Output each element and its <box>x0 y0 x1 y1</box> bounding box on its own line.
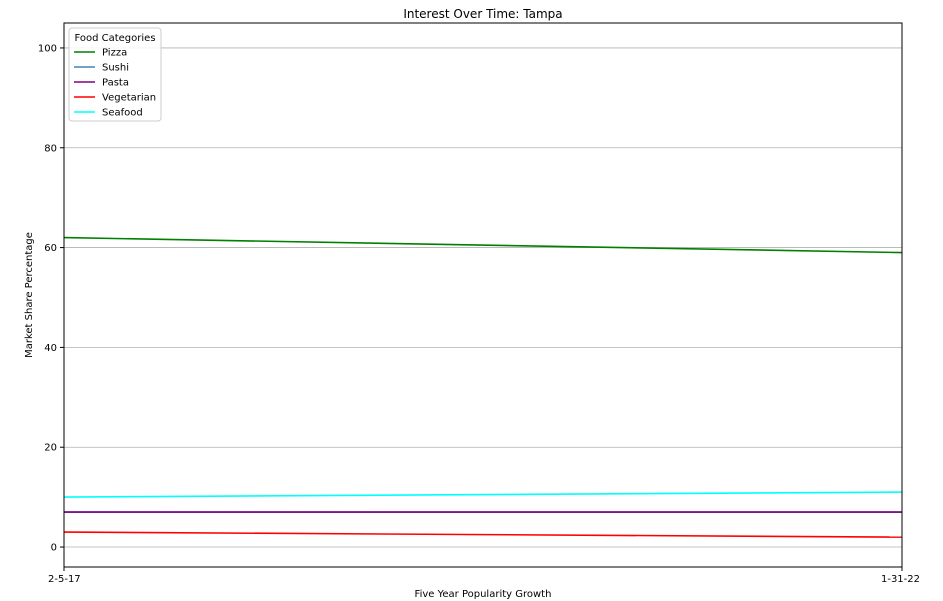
chart-title: Interest Over Time: Tampa <box>403 7 562 21</box>
grid-lines <box>64 47 902 548</box>
legend-entry: Seafood <box>102 108 143 119</box>
y-tick-label: 60 <box>44 243 57 254</box>
legend-entry: Pizza <box>102 48 127 59</box>
series-line-vegetarian <box>63 531 903 538</box>
plot-area <box>63 22 903 568</box>
series-lines <box>63 236 903 538</box>
y-tick-label: 80 <box>44 143 57 154</box>
legend-entry: Vegetarian <box>102 93 156 104</box>
x-tick-label: 1-31-22 <box>881 574 920 585</box>
y-tick-label: 0 <box>51 543 57 554</box>
legend-entry: Sushi <box>102 63 129 74</box>
y-axis-label: Market Share Percentage <box>24 232 35 358</box>
legend: Food Categories Pizza Sushi Pasta Vegetaria… <box>68 27 162 122</box>
x-tick-label: 2-5-17 <box>48 574 81 585</box>
y-tick-label: 100 <box>38 43 57 54</box>
y-tick-label: 40 <box>44 343 57 354</box>
y-tick-label: 20 <box>44 443 57 454</box>
x-axis: 2-5-17 1-31-22 <box>48 567 920 585</box>
series-line-pizza <box>63 236 903 254</box>
legend-title: Food Categories <box>74 33 155 44</box>
y-axis: 0 20 40 60 80 100 <box>38 43 64 554</box>
x-axis-label: Five Year Popularity Growth <box>415 589 552 600</box>
legend-entry: Pasta <box>102 78 129 89</box>
series-line-seafood <box>63 491 903 498</box>
